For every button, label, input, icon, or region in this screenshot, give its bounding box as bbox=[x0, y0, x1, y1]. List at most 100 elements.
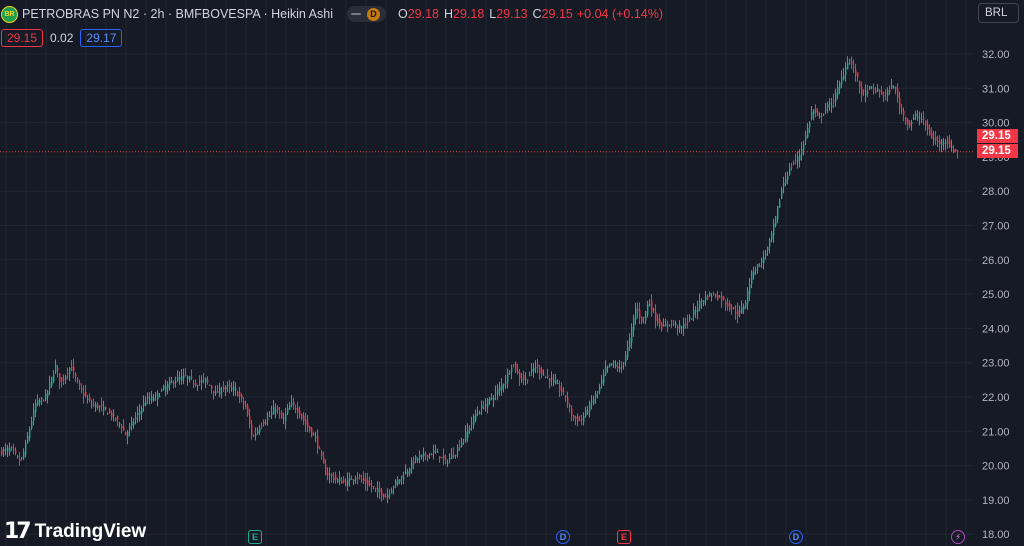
candle-body bbox=[329, 474, 331, 476]
candle-body bbox=[525, 378, 527, 380]
visibility-toggle[interactable]: D bbox=[346, 6, 386, 22]
candle-body bbox=[389, 493, 391, 495]
candle-body bbox=[541, 368, 543, 375]
tradingview-logo[interactable]: 17 TradingView bbox=[4, 519, 146, 544]
candle-body bbox=[121, 426, 123, 429]
candle-body bbox=[803, 144, 805, 150]
buy-price-button[interactable]: 29.17 bbox=[80, 29, 123, 47]
candle-body bbox=[405, 471, 407, 475]
symbol-logo[interactable]: BR bbox=[1, 5, 18, 23]
candle-body bbox=[249, 415, 251, 425]
candle-body bbox=[931, 133, 933, 139]
candle-body bbox=[397, 479, 399, 485]
candle-body bbox=[711, 296, 713, 298]
candle-body bbox=[271, 412, 273, 415]
candle-body bbox=[239, 391, 241, 397]
candle-body bbox=[827, 104, 829, 108]
candle-body bbox=[939, 140, 941, 144]
candle-body bbox=[493, 398, 495, 401]
candle-body bbox=[213, 390, 215, 394]
candle-body bbox=[459, 446, 461, 448]
candle-body bbox=[173, 381, 175, 385]
candle-body bbox=[611, 363, 613, 366]
candle-body bbox=[685, 323, 687, 326]
candle-body bbox=[551, 378, 553, 380]
price-tick-label: 21.00 bbox=[982, 426, 1010, 438]
candle-body bbox=[907, 119, 909, 125]
currency-button[interactable]: BRL bbox=[978, 3, 1019, 23]
candle-body bbox=[21, 457, 23, 459]
candle-body bbox=[795, 160, 797, 162]
candle-body bbox=[219, 387, 221, 395]
candle-body bbox=[383, 494, 385, 498]
candle-body bbox=[717, 295, 719, 300]
data-toggle-badge[interactable]: D bbox=[366, 7, 380, 21]
close-value: 29.15 bbox=[541, 7, 573, 21]
candle-body bbox=[885, 92, 887, 95]
candle-body bbox=[655, 311, 657, 321]
candle-body bbox=[285, 413, 287, 422]
candle-body bbox=[193, 383, 195, 385]
candle-body bbox=[201, 379, 203, 383]
candle-body bbox=[851, 61, 853, 65]
candle-body bbox=[589, 402, 591, 411]
candle-body bbox=[369, 483, 371, 486]
candle-body bbox=[125, 431, 127, 436]
candle-body bbox=[407, 471, 409, 475]
candle-body bbox=[553, 379, 555, 383]
candle-body bbox=[895, 86, 897, 90]
candle-body bbox=[715, 294, 717, 298]
candle-body bbox=[261, 425, 263, 427]
candle-body bbox=[909, 122, 911, 126]
candle-body bbox=[403, 477, 405, 479]
price-tick-label: 20.00 bbox=[982, 461, 1010, 473]
candle-body bbox=[753, 271, 755, 277]
candle-body bbox=[891, 85, 893, 89]
candle-body bbox=[653, 308, 655, 311]
candle-body bbox=[323, 457, 325, 464]
candle-body bbox=[361, 479, 363, 481]
earnings-icon[interactable]: E bbox=[248, 530, 262, 544]
candle-body bbox=[93, 404, 95, 406]
candle-body bbox=[849, 59, 851, 61]
candle-body bbox=[761, 259, 763, 263]
candle-body bbox=[299, 411, 301, 416]
candle-body bbox=[359, 475, 361, 478]
trade-buttons: 29.15 0.02 29.17 bbox=[0, 29, 123, 47]
dividend-icon[interactable]: D bbox=[789, 530, 803, 544]
chart-grid bbox=[0, 0, 973, 546]
candle-body bbox=[421, 454, 423, 458]
candle-body bbox=[471, 422, 473, 424]
earnings-icon[interactable]: E bbox=[617, 530, 631, 544]
candle-body bbox=[763, 257, 765, 264]
candle-body bbox=[693, 310, 695, 315]
dividend-icon[interactable]: D bbox=[556, 530, 570, 544]
candle-body bbox=[163, 386, 165, 390]
candle-body bbox=[357, 477, 359, 479]
candle-body bbox=[479, 412, 481, 415]
candle-body bbox=[875, 90, 877, 93]
candle-body bbox=[1, 449, 3, 455]
lightning-icon[interactable]: ⚡ bbox=[951, 530, 965, 544]
candle-body bbox=[47, 391, 49, 397]
candle-body bbox=[647, 303, 649, 315]
candle-body bbox=[697, 307, 699, 312]
candle-body bbox=[889, 89, 891, 93]
sell-price-button[interactable]: 29.15 bbox=[1, 29, 44, 47]
symbol-title[interactable]: PETROBRAS PN N2 · 2h · BMFBOVESPA · Heik… bbox=[22, 7, 333, 21]
candle-body bbox=[707, 295, 709, 299]
candle-body bbox=[443, 455, 445, 459]
eye-icon[interactable] bbox=[350, 13, 361, 15]
candle-body bbox=[617, 366, 619, 369]
candle-body bbox=[755, 269, 757, 271]
candle-body bbox=[251, 424, 253, 435]
candle-body bbox=[205, 377, 207, 383]
candle-body bbox=[509, 373, 511, 375]
candlestick-series bbox=[1, 56, 959, 504]
candle-body bbox=[461, 442, 463, 447]
candle-body bbox=[313, 434, 315, 436]
price-axis[interactable]: 32.0031.0030.0029.0028.0027.0026.0025.00… bbox=[982, 49, 1010, 541]
candle-body bbox=[859, 80, 861, 87]
candle-body bbox=[789, 167, 791, 175]
